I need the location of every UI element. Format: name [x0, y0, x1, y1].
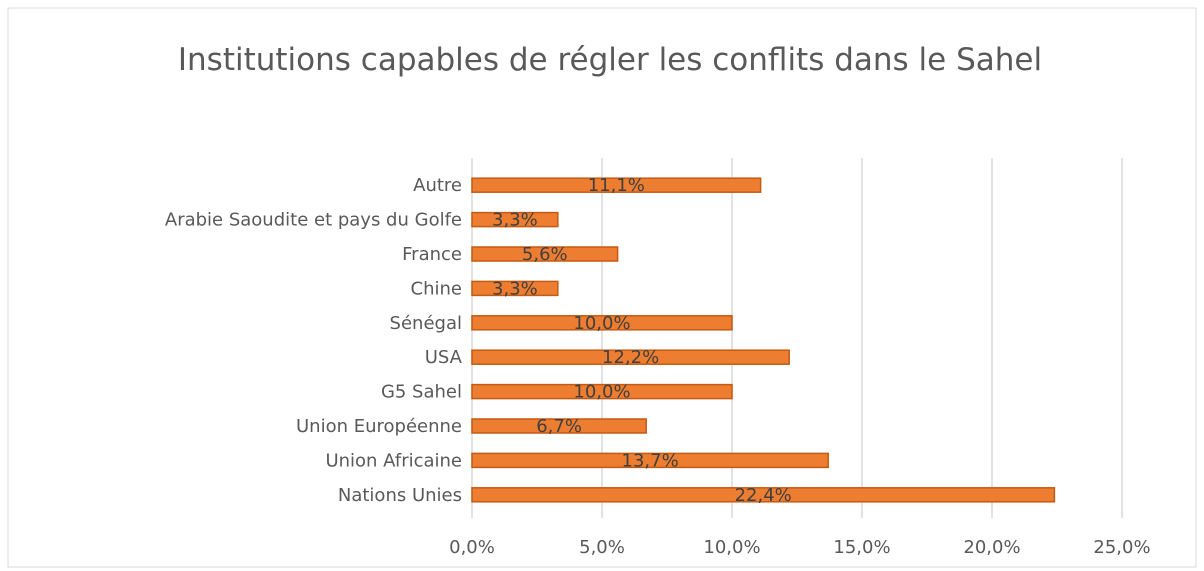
data-label: 22,4%	[735, 485, 792, 506]
data-label: 13,7%	[622, 450, 679, 471]
data-label: 6,7%	[536, 416, 582, 437]
x-tick-label: 25,0%	[1093, 537, 1150, 558]
y-tick-label: Union Européenne	[296, 416, 462, 437]
data-label: 11,1%	[588, 175, 645, 196]
bar	[471, 211, 559, 228]
y-tick-label: Arabie Saoudite et pays du Golfe	[165, 210, 462, 231]
x-tick-label: 15,0%	[833, 537, 890, 558]
y-tick-label: Chine	[411, 278, 462, 299]
data-label: 3,3%	[492, 210, 538, 231]
x-tick-label: 20,0%	[963, 537, 1020, 558]
bar	[471, 315, 733, 331]
chart-title: Institutions capables de régler les conf…	[177, 42, 1043, 78]
data-label: 10,0%	[573, 382, 630, 403]
bar	[471, 452, 829, 469]
x-tick-label: 10,0%	[703, 537, 760, 558]
y-tick-label: G5 Sahel	[381, 382, 462, 403]
bar	[471, 280, 559, 297]
data-label: 12,2%	[602, 347, 659, 368]
y-tick-label: France	[402, 244, 462, 265]
y-tick-label: USA	[425, 347, 463, 368]
y-tick-label: Sénégal	[390, 313, 462, 334]
bar	[471, 383, 733, 400]
bar	[471, 349, 790, 365]
bar	[471, 487, 1056, 503]
chart-frame	[7, 7, 1197, 568]
bar	[471, 177, 762, 193]
x-tick-label: 5,0%	[579, 537, 625, 558]
x-tick-label: 0,0%	[449, 537, 495, 558]
data-label: 10,0%	[573, 313, 630, 334]
data-label: 5,6%	[522, 244, 568, 265]
bar	[471, 246, 619, 262]
bar	[471, 418, 647, 434]
y-tick-label: Autre	[413, 175, 462, 196]
y-tick-label: Union Africaine	[325, 450, 462, 471]
y-tick-label: Nations Unies	[338, 485, 462, 506]
data-label: 3,3%	[492, 278, 538, 299]
